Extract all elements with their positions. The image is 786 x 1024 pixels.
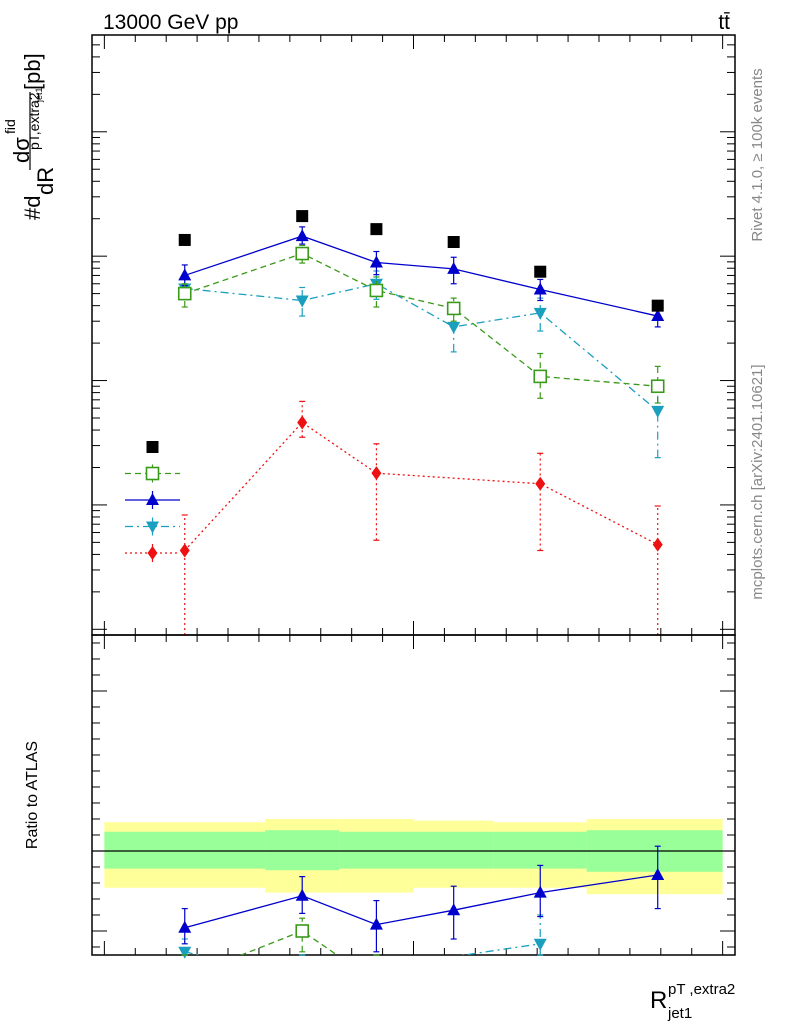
y-label-unit: [pb] bbox=[20, 53, 45, 90]
ratio-band-inner-3 bbox=[413, 831, 494, 869]
main-data-point bbox=[178, 233, 191, 246]
ratio-y-label: Ratio to ATLAS bbox=[24, 741, 41, 849]
legend-marker bbox=[147, 546, 158, 560]
main-panel bbox=[91, 34, 736, 636]
main-data-point bbox=[533, 369, 548, 384]
ratio-data-point bbox=[178, 920, 192, 933]
main-data-point bbox=[295, 295, 309, 308]
ratio-series-line-herwig-7-2-1-default bbox=[239, 930, 339, 955]
legend-marker bbox=[146, 493, 159, 505]
main-data-point bbox=[652, 537, 663, 552]
ratio-band-inner-4 bbox=[493, 831, 587, 869]
main-data-point bbox=[178, 268, 192, 281]
main-data-point bbox=[447, 235, 460, 248]
main-data-point bbox=[650, 379, 665, 394]
legend-marker bbox=[146, 441, 159, 453]
legend-marker bbox=[146, 521, 159, 534]
process-label: tt̄ bbox=[718, 11, 730, 34]
main-data-point bbox=[371, 466, 382, 481]
main-data-point bbox=[177, 286, 192, 301]
ratio-data-point bbox=[651, 868, 665, 880]
main-data-point bbox=[297, 415, 308, 430]
ratio-band-inner-1 bbox=[265, 830, 340, 871]
main-data-point bbox=[651, 309, 665, 322]
y-label-dR: dR bbox=[33, 167, 58, 195]
main-data-point bbox=[296, 210, 309, 223]
ratio-data-point bbox=[295, 924, 310, 938]
main-data-point bbox=[533, 307, 547, 320]
main-data-point bbox=[651, 299, 664, 312]
main-data-point bbox=[447, 261, 461, 274]
ratio-data-point bbox=[533, 938, 547, 951]
main-data-point bbox=[295, 246, 310, 261]
legend-entry bbox=[125, 491, 180, 509]
rivet-version-label: Rivet 4.1.0, ≥ 100k events bbox=[749, 68, 766, 241]
main-series-line-herwig-7-2-1-default bbox=[184, 252, 658, 387]
legend-marker bbox=[145, 466, 160, 481]
y-label-hash-d: #d bbox=[20, 196, 45, 220]
main-data-point bbox=[295, 229, 309, 242]
x-axis-label: R pT ,extra2 jet1 bbox=[650, 981, 735, 1022]
ratio-data-point bbox=[178, 946, 192, 959]
y-label-pt-extra2: pT,extra2 bbox=[26, 92, 42, 150]
main-data-point bbox=[446, 301, 461, 316]
x-label-superscript: pT ,extra2 bbox=[668, 981, 735, 998]
y-label-jet1: jet1 bbox=[34, 87, 44, 103]
y-label-fid: fid bbox=[2, 119, 18, 134]
x-label-R: R bbox=[650, 987, 667, 1014]
ratio-series-line-pythia-8-315-default bbox=[184, 874, 658, 929]
main-series-line-pythia-8-315-vincia-default bbox=[184, 283, 659, 412]
ratio-data-point bbox=[533, 885, 547, 898]
main-data-point bbox=[369, 255, 383, 268]
main-series-line-pythia-8-315-default bbox=[184, 235, 658, 317]
ratio-band-inner-0 bbox=[104, 831, 266, 869]
legend-entry bbox=[146, 441, 159, 453]
ratio-band-inner-2 bbox=[339, 831, 414, 869]
energy-label: 13000 GeV pp bbox=[103, 11, 238, 34]
ratio-data-point bbox=[369, 917, 383, 930]
ratio-frame bbox=[91, 634, 736, 956]
x-label-subscript: jet1 bbox=[667, 1005, 692, 1022]
ratio-series-line-pythia-8-315-vincia-default bbox=[184, 943, 541, 955]
main-data-point bbox=[179, 543, 190, 558]
main-data-point bbox=[447, 321, 461, 334]
legend-entry bbox=[125, 464, 180, 483]
main-data-point bbox=[533, 282, 547, 295]
main-data-point bbox=[651, 405, 665, 418]
ratio-data-point bbox=[295, 888, 309, 901]
main-y-label: #d dσ fid dR pT,extra2 jet1 [pb] bbox=[2, 53, 58, 220]
legend-entry bbox=[125, 517, 180, 536]
mcplots-label: mcplots.cern.ch [arXiv:2401.10621] bbox=[749, 364, 766, 599]
main-data-point bbox=[534, 265, 547, 278]
legend-entry bbox=[125, 544, 180, 562]
main-data-point bbox=[535, 476, 546, 491]
main-frame bbox=[91, 34, 736, 636]
main-series-line-sherpa-2-2-4-default bbox=[184, 421, 659, 551]
ratio-panel bbox=[91, 634, 736, 959]
main-data-point bbox=[370, 223, 383, 236]
main-data-point bbox=[369, 283, 384, 298]
ratio-data-point bbox=[447, 903, 461, 916]
